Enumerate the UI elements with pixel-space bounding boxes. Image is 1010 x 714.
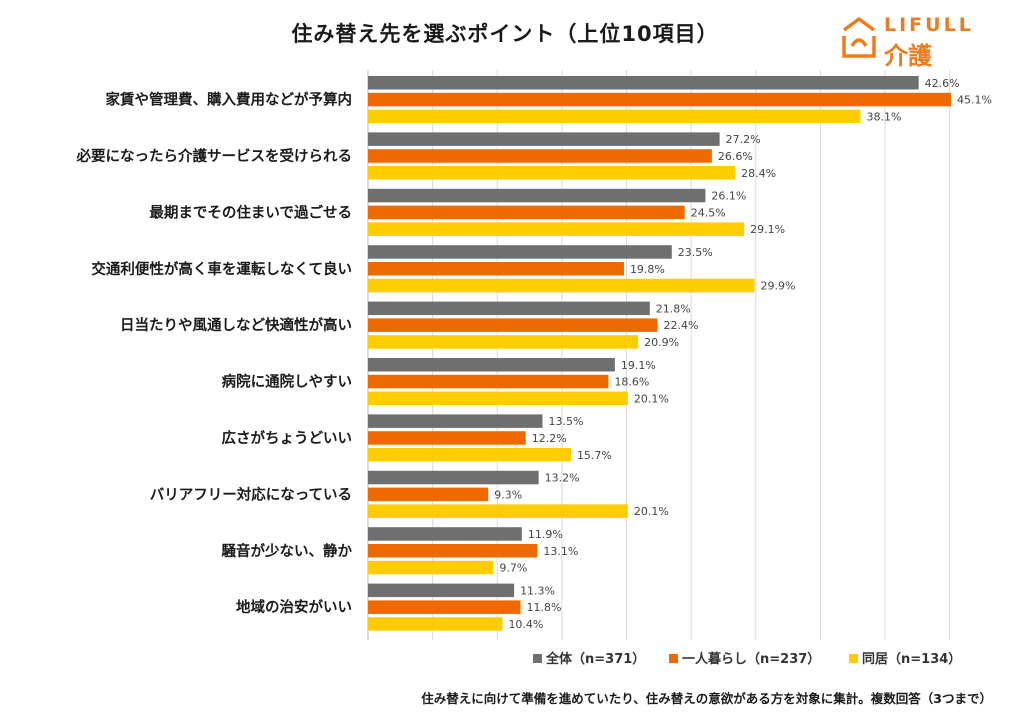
bar xyxy=(368,318,658,332)
data-label: 42.6% xyxy=(925,77,960,90)
bar xyxy=(368,470,539,485)
bar xyxy=(368,617,503,631)
bar xyxy=(368,431,526,445)
legend-label: 同居（n=134） xyxy=(862,651,961,667)
bar xyxy=(368,262,624,276)
data-label: 12.2% xyxy=(532,432,567,445)
bar xyxy=(368,301,650,316)
logo-brand-text: LIFULL xyxy=(884,14,974,36)
legend: 全体（n=371） 一人暮らし（n=237） 同居（n=134） xyxy=(533,651,961,667)
data-label: 9.3% xyxy=(494,488,522,501)
data-label: 13.1% xyxy=(543,545,578,558)
bar xyxy=(368,414,543,428)
data-label: 29.9% xyxy=(761,280,796,293)
category-labels: 家賃や管理費、購入費用などが予算内必要になったら介護サービスを受けられる最期まで… xyxy=(76,91,353,617)
bar xyxy=(368,205,685,220)
bar xyxy=(368,600,521,614)
category-label: 最期までその住まいで過ごせる xyxy=(149,203,352,221)
bar xyxy=(368,583,515,598)
category-label: 広さがちょうどいい xyxy=(222,429,353,447)
bar xyxy=(368,560,494,575)
data-label: 22.4% xyxy=(664,319,699,332)
legend-swatch xyxy=(669,654,678,663)
data-label: 9.7% xyxy=(499,562,527,575)
bar xyxy=(368,166,736,180)
data-label: 27.2% xyxy=(726,133,761,146)
data-label: 10.4% xyxy=(508,618,543,631)
bar xyxy=(368,245,672,259)
bars: 42.6% 45.1% 38.1% 27.2% 26.6% 28.4% 26.1% 24.5%… xyxy=(368,76,992,631)
category-label: 必要になったら介護サービスを受けられる xyxy=(76,147,353,165)
bar xyxy=(368,504,628,518)
data-label: 13.2% xyxy=(545,472,580,485)
data-label: 19.8% xyxy=(630,263,665,276)
data-label: 38.1% xyxy=(867,110,902,123)
data-label: 20.9% xyxy=(644,336,679,349)
data-label: 13.5% xyxy=(549,415,584,428)
bar xyxy=(368,391,628,406)
bar xyxy=(368,527,522,541)
category-label: 地域の治安がいい xyxy=(236,598,352,616)
data-label: 11.8% xyxy=(527,601,562,614)
chart-title: 住み替え先を選ぶポイント（上位10項目） xyxy=(291,22,719,46)
bar xyxy=(368,374,609,389)
data-label: 18.6% xyxy=(614,376,649,389)
data-label: 26.6% xyxy=(718,150,753,163)
bar xyxy=(368,278,755,293)
data-label: 26.1% xyxy=(711,190,746,203)
bar xyxy=(368,487,489,502)
category-label: 騒音が少ない、静か xyxy=(222,542,353,560)
bar xyxy=(368,109,861,124)
category-label: 交通利便性が高く車を運転しなくて良い xyxy=(91,260,352,278)
category-label: バリアフリー対応になっている xyxy=(150,485,352,503)
bar xyxy=(368,92,951,107)
data-label: 11.3% xyxy=(520,584,555,597)
bar xyxy=(368,132,720,146)
bar xyxy=(368,358,615,372)
category-label: 病院に通院しやすい xyxy=(222,373,352,391)
logo-sub-text: 介護 xyxy=(884,42,932,70)
data-label: 23.5% xyxy=(678,246,713,259)
data-label: 28.4% xyxy=(741,167,776,180)
bar xyxy=(368,222,745,236)
legend-swatch xyxy=(849,654,858,663)
bar xyxy=(368,149,712,163)
legend-label: 全体（n=371） xyxy=(545,651,645,667)
house-logo-icon xyxy=(842,17,876,58)
data-label: 21.8% xyxy=(656,302,691,315)
data-label: 24.5% xyxy=(691,206,726,219)
bar xyxy=(368,188,706,203)
data-label: 11.9% xyxy=(528,528,563,541)
data-label: 15.7% xyxy=(577,449,612,462)
bar xyxy=(368,76,919,90)
bar xyxy=(368,544,538,558)
legend-swatch xyxy=(533,654,542,663)
bar xyxy=(368,335,639,349)
footnote: 住み替えに向けて準備を進めていたり、住み替えの意欲がある方を対象に集計。複数回答… xyxy=(421,691,992,706)
legend-label: 一人暮らし（n=237） xyxy=(682,651,820,667)
data-label: 20.1% xyxy=(634,505,669,518)
data-label: 45.1% xyxy=(957,94,992,107)
category-label: 家賃や管理費、購入費用などが予算内 xyxy=(106,91,353,109)
data-label: 29.1% xyxy=(750,223,785,236)
category-label: 日当たりや風通しなど快適性が高い xyxy=(120,316,352,334)
data-label: 19.1% xyxy=(621,359,656,372)
data-label: 20.1% xyxy=(634,392,669,405)
lifull-logo: LIFULL 介護 xyxy=(838,14,998,70)
bar xyxy=(368,448,571,462)
